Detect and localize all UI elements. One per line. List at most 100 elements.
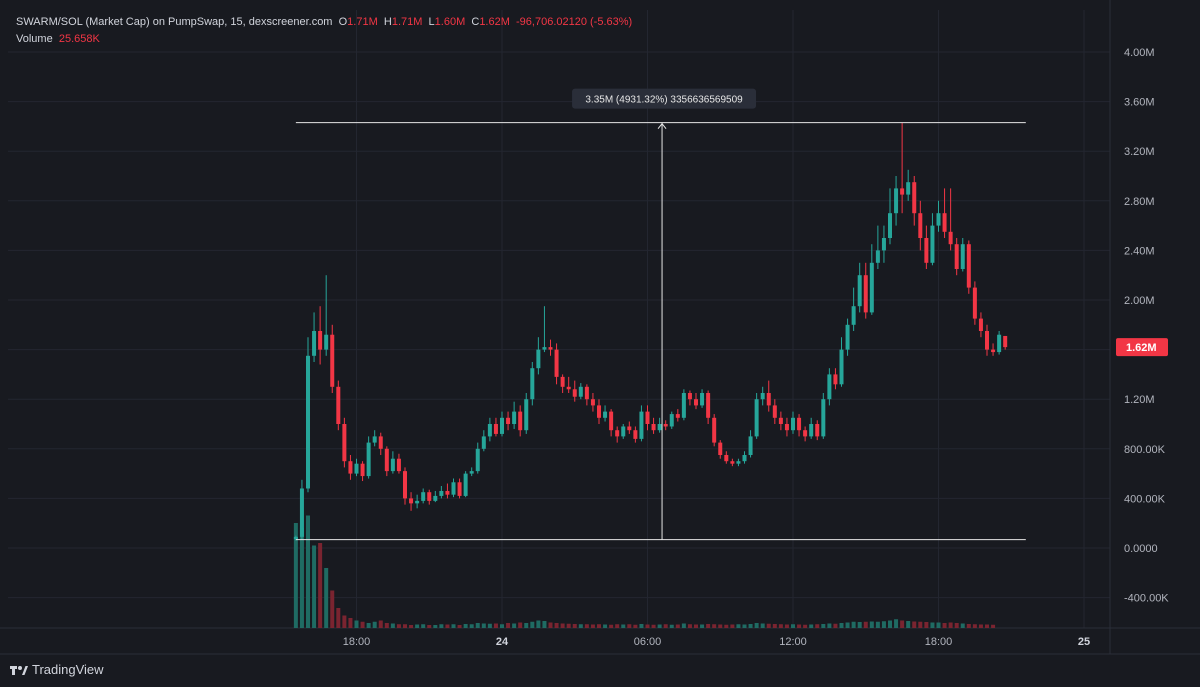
volume-bar — [954, 623, 959, 628]
candle-body — [894, 188, 899, 214]
volume-bar — [809, 624, 814, 628]
candle-body — [542, 347, 547, 350]
volume-bar — [651, 624, 656, 628]
candle-body — [972, 287, 977, 319]
volume-bar — [948, 622, 953, 628]
volume-bar — [530, 621, 535, 628]
price-tick-label: -400.00K — [1124, 593, 1169, 605]
volume-row: Volume 25.658K — [16, 31, 632, 48]
volume-bar — [936, 622, 941, 628]
candle-body — [463, 473, 468, 496]
volume-bar — [415, 624, 420, 628]
volume-bar — [784, 624, 789, 628]
volume-bar — [475, 623, 480, 628]
volume-bar — [972, 624, 977, 628]
volume-bar — [572, 624, 577, 628]
candle-body — [548, 347, 553, 350]
volume-bar — [772, 624, 777, 628]
candle-body — [378, 436, 383, 449]
candle-body — [524, 399, 529, 431]
candle-body — [439, 490, 444, 496]
volume-bar — [900, 620, 905, 628]
symbol-title: SWARM/SOL (Market Cap) on PumpSwap, 15, … — [16, 16, 333, 28]
price-tick-label: 2.80M — [1124, 196, 1155, 208]
candle-body — [694, 399, 698, 406]
volume-bar — [500, 624, 504, 628]
volume-bar — [875, 621, 880, 628]
volume-bar — [348, 618, 353, 628]
volume-bar — [318, 543, 323, 628]
time-tick-label: 12:00 — [779, 636, 807, 648]
volume-bar — [930, 622, 935, 628]
candle-body — [506, 417, 511, 424]
volume-bar — [451, 624, 456, 628]
candle-body — [390, 458, 395, 472]
volume-bar — [700, 624, 705, 628]
volume-bar — [584, 624, 589, 628]
candle-body — [354, 463, 359, 474]
candle-body — [948, 231, 953, 245]
volume-bar — [390, 623, 395, 628]
candle-body — [512, 411, 517, 424]
volume-bar — [645, 624, 650, 628]
volume-bar — [560, 623, 565, 628]
candle-body — [754, 399, 759, 437]
price-tick-label: 3.60M — [1124, 97, 1155, 109]
candle-body — [960, 244, 965, 269]
candle-body — [609, 411, 614, 431]
volume-bar — [827, 623, 832, 628]
volume-bar — [481, 623, 486, 628]
candle-body — [299, 488, 304, 537]
candle-body — [396, 458, 401, 472]
volume-bar — [627, 624, 632, 628]
volume-bar — [524, 623, 529, 628]
volume-bar — [748, 624, 753, 628]
candle-body — [991, 349, 996, 353]
volume-bar — [445, 624, 450, 628]
candle-body — [784, 424, 789, 431]
volume-bar — [839, 623, 844, 628]
volume-bar — [621, 624, 626, 628]
volume-bar — [578, 624, 583, 628]
open-value: 1.71M — [347, 16, 378, 28]
candle-body — [985, 331, 989, 350]
candle-body — [536, 349, 541, 369]
volume-bar — [536, 620, 541, 628]
close-value: 1.62M — [479, 16, 510, 28]
candle-body — [360, 463, 365, 477]
candle-body — [863, 275, 868, 313]
volume-bar — [966, 624, 971, 628]
volume-bar — [687, 624, 692, 628]
candle-body — [803, 430, 808, 437]
candle-body — [475, 448, 480, 472]
price-tick-label: 2.40M — [1124, 245, 1155, 257]
volume-bar — [675, 624, 680, 628]
candle-body — [706, 393, 711, 418]
candle-body — [348, 461, 353, 474]
volume-bar — [457, 625, 462, 628]
volume-bar — [360, 621, 365, 628]
tradingview-brand[interactable]: TradingView — [10, 662, 104, 677]
candle-body — [912, 182, 917, 214]
low-value: 1.60M — [434, 16, 466, 28]
volume-bar — [384, 623, 389, 628]
volume-bar — [912, 621, 917, 628]
volume-bar — [603, 624, 608, 628]
candle-body — [827, 374, 832, 400]
candle-body — [657, 424, 662, 431]
candle-body — [954, 244, 959, 269]
volume-bar — [487, 623, 492, 628]
volume-bar — [881, 621, 886, 628]
volume-bar — [821, 624, 826, 628]
candle-body — [645, 411, 650, 424]
volume-bar — [427, 625, 432, 628]
time-tick-label: 24 — [496, 636, 509, 648]
high-label: H — [383, 16, 392, 28]
volume-bar — [433, 625, 438, 628]
price-tick-label: 2.00M — [1124, 295, 1155, 307]
volume-bar — [833, 623, 838, 628]
candle-body — [772, 405, 777, 418]
volume-bar — [942, 623, 947, 628]
candle-body — [384, 448, 389, 472]
